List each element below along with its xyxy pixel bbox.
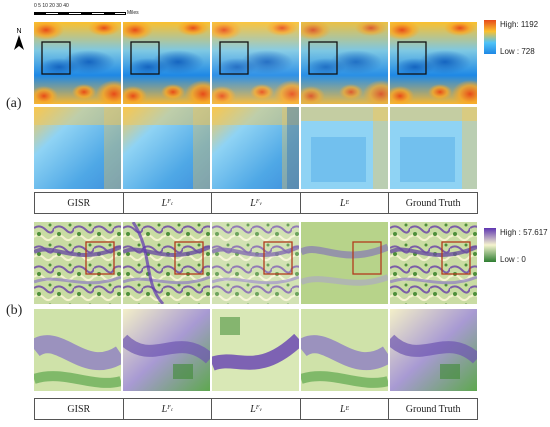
- scale-bar: 0 5 10 20 30 40 Miles: [34, 3, 139, 21]
- caption-lfv: L Fv: [212, 399, 301, 419]
- panel-b-zoom-le: [301, 309, 388, 391]
- panel-a-zoom-lfv: [212, 107, 299, 189]
- panel-b-zoom-ground-truth: [390, 309, 477, 391]
- panel-a-legend-high: High: 1192: [500, 20, 539, 29]
- panel-b-overview-lfc: [123, 222, 210, 304]
- caption-ground-truth: Ground Truth: [405, 403, 461, 415]
- panel-a-legend-colorbar: [484, 20, 496, 54]
- north-arrow-icon: N: [10, 26, 28, 52]
- caption-lfc: L Fc: [124, 193, 213, 213]
- panel-b-overview-row: [34, 222, 477, 304]
- panel-a-overview-ground-truth: [390, 22, 477, 104]
- caption-gisr: GISR: [35, 399, 124, 419]
- scale-bar-ticks: 0 5 10 20 30 40: [34, 3, 69, 9]
- panel-b-overview-le: [301, 222, 388, 304]
- panel-b-legend-high: High : 57.617: [500, 228, 548, 237]
- panel-a-zoom-lfc: [123, 107, 210, 189]
- panel-a-legend-low: Low : 728: [500, 47, 535, 56]
- caption-ground-truth: Ground Truth: [405, 197, 461, 209]
- caption-lfv: L Fv: [212, 193, 301, 213]
- panel-b-legend-low: Low : 0: [500, 255, 526, 264]
- panel-a-overview-lfc: [123, 22, 210, 104]
- panel-b-overview-lfv: [212, 222, 299, 304]
- panel-b-legend-colorbar: [484, 228, 496, 262]
- panel-a-overview-lfv: [212, 22, 299, 104]
- panel-a-zoom-gisr: [34, 107, 121, 189]
- panel-a-legend: [484, 20, 496, 54]
- panel-a-zoom-ground-truth: [390, 107, 477, 189]
- panel-a-zoom-le: [301, 107, 388, 189]
- panel-a-zoom-row: [34, 107, 477, 189]
- panel-a-overview-le: [301, 22, 388, 104]
- panel-b-zoom-gisr: [34, 309, 121, 391]
- panel-a-overview-gisr: [34, 22, 121, 104]
- panel-b-overview-gisr: [34, 222, 121, 304]
- panel-a-overview-row: [34, 22, 477, 104]
- panel-b-overview-ground-truth: [390, 222, 477, 304]
- panel-b-zoom-row: [34, 309, 477, 391]
- scale-bar-unit: Miles: [127, 10, 139, 16]
- panel-b-label: (b): [6, 303, 23, 318]
- scale-bar-graphic: [34, 12, 126, 15]
- north-label: N: [16, 28, 21, 35]
- panel-b-legend: [484, 228, 496, 262]
- panel-a-label: (a): [6, 96, 22, 111]
- caption-gisr: GISR: [35, 193, 124, 213]
- panel-b-zoom-lfc: [123, 309, 210, 391]
- panel-b-zoom-lfv: [212, 309, 299, 391]
- caption-lfc: L Fc: [124, 399, 213, 419]
